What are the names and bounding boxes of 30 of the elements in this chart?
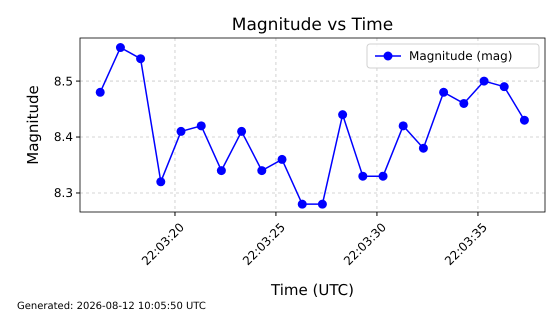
text: Generated: 2026-08-12 10:05:50 UTC bbox=[17, 301, 206, 312]
point bbox=[318, 200, 327, 209]
y-axis-title: Magnitude bbox=[24, 85, 42, 165]
y-tick-label: 8.3 bbox=[54, 186, 73, 200]
point bbox=[298, 200, 307, 209]
point bbox=[116, 43, 125, 52]
point bbox=[216, 166, 226, 176]
point bbox=[418, 144, 428, 153]
point bbox=[398, 121, 408, 130]
point bbox=[196, 121, 206, 130]
y-tick-label: 8.4 bbox=[54, 130, 73, 144]
point bbox=[278, 154, 287, 164]
point bbox=[338, 110, 348, 120]
chart-title: Magnitude vs Time bbox=[232, 15, 394, 35]
point bbox=[358, 172, 368, 181]
legend-label: Magnitude (mag) bbox=[409, 49, 512, 64]
point bbox=[176, 126, 186, 136]
point bbox=[257, 166, 266, 176]
point bbox=[480, 76, 489, 86]
point bbox=[439, 88, 448, 97]
point bbox=[459, 98, 468, 108]
point bbox=[500, 82, 509, 92]
point bbox=[237, 126, 246, 136]
x-axis-title: Time (UTC) bbox=[270, 281, 354, 299]
point bbox=[96, 88, 105, 97]
point bbox=[378, 172, 388, 181]
y-tick-label: 8.5 bbox=[54, 74, 73, 88]
point bbox=[136, 54, 146, 64]
point bbox=[156, 177, 166, 186]
point bbox=[520, 116, 529, 125]
